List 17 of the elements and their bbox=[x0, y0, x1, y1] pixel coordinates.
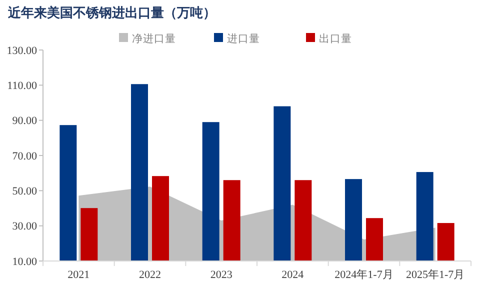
y-tick-label: 10.00 bbox=[12, 256, 38, 268]
legend-label: 出口量 bbox=[319, 32, 352, 45]
x-tick-label: 2021 bbox=[68, 269, 90, 281]
y-tick-label: 90.00 bbox=[12, 115, 38, 128]
legend-label: 进口量 bbox=[227, 32, 260, 45]
x-tick-label: 2023 bbox=[210, 269, 233, 281]
legend-label: 净进口量 bbox=[132, 32, 176, 45]
y-tick-label: 70.00 bbox=[12, 150, 38, 162]
x-tick-label: 2024年1-7月 bbox=[334, 269, 394, 281]
y-tick-label: 130.00 bbox=[6, 44, 38, 57]
x-tick-label: 2022 bbox=[139, 269, 161, 281]
chart-title: 近年来美国不锈钢进出口量（万吨） bbox=[7, 5, 216, 21]
x-tick-label: 2025年1-7月 bbox=[406, 269, 465, 281]
y-tick-label: 110.00 bbox=[7, 80, 38, 92]
x-tick-label: 2024 bbox=[282, 269, 304, 281]
y-tick-label: 50.00 bbox=[12, 186, 38, 198]
y-tick-label: 30.00 bbox=[12, 220, 38, 233]
